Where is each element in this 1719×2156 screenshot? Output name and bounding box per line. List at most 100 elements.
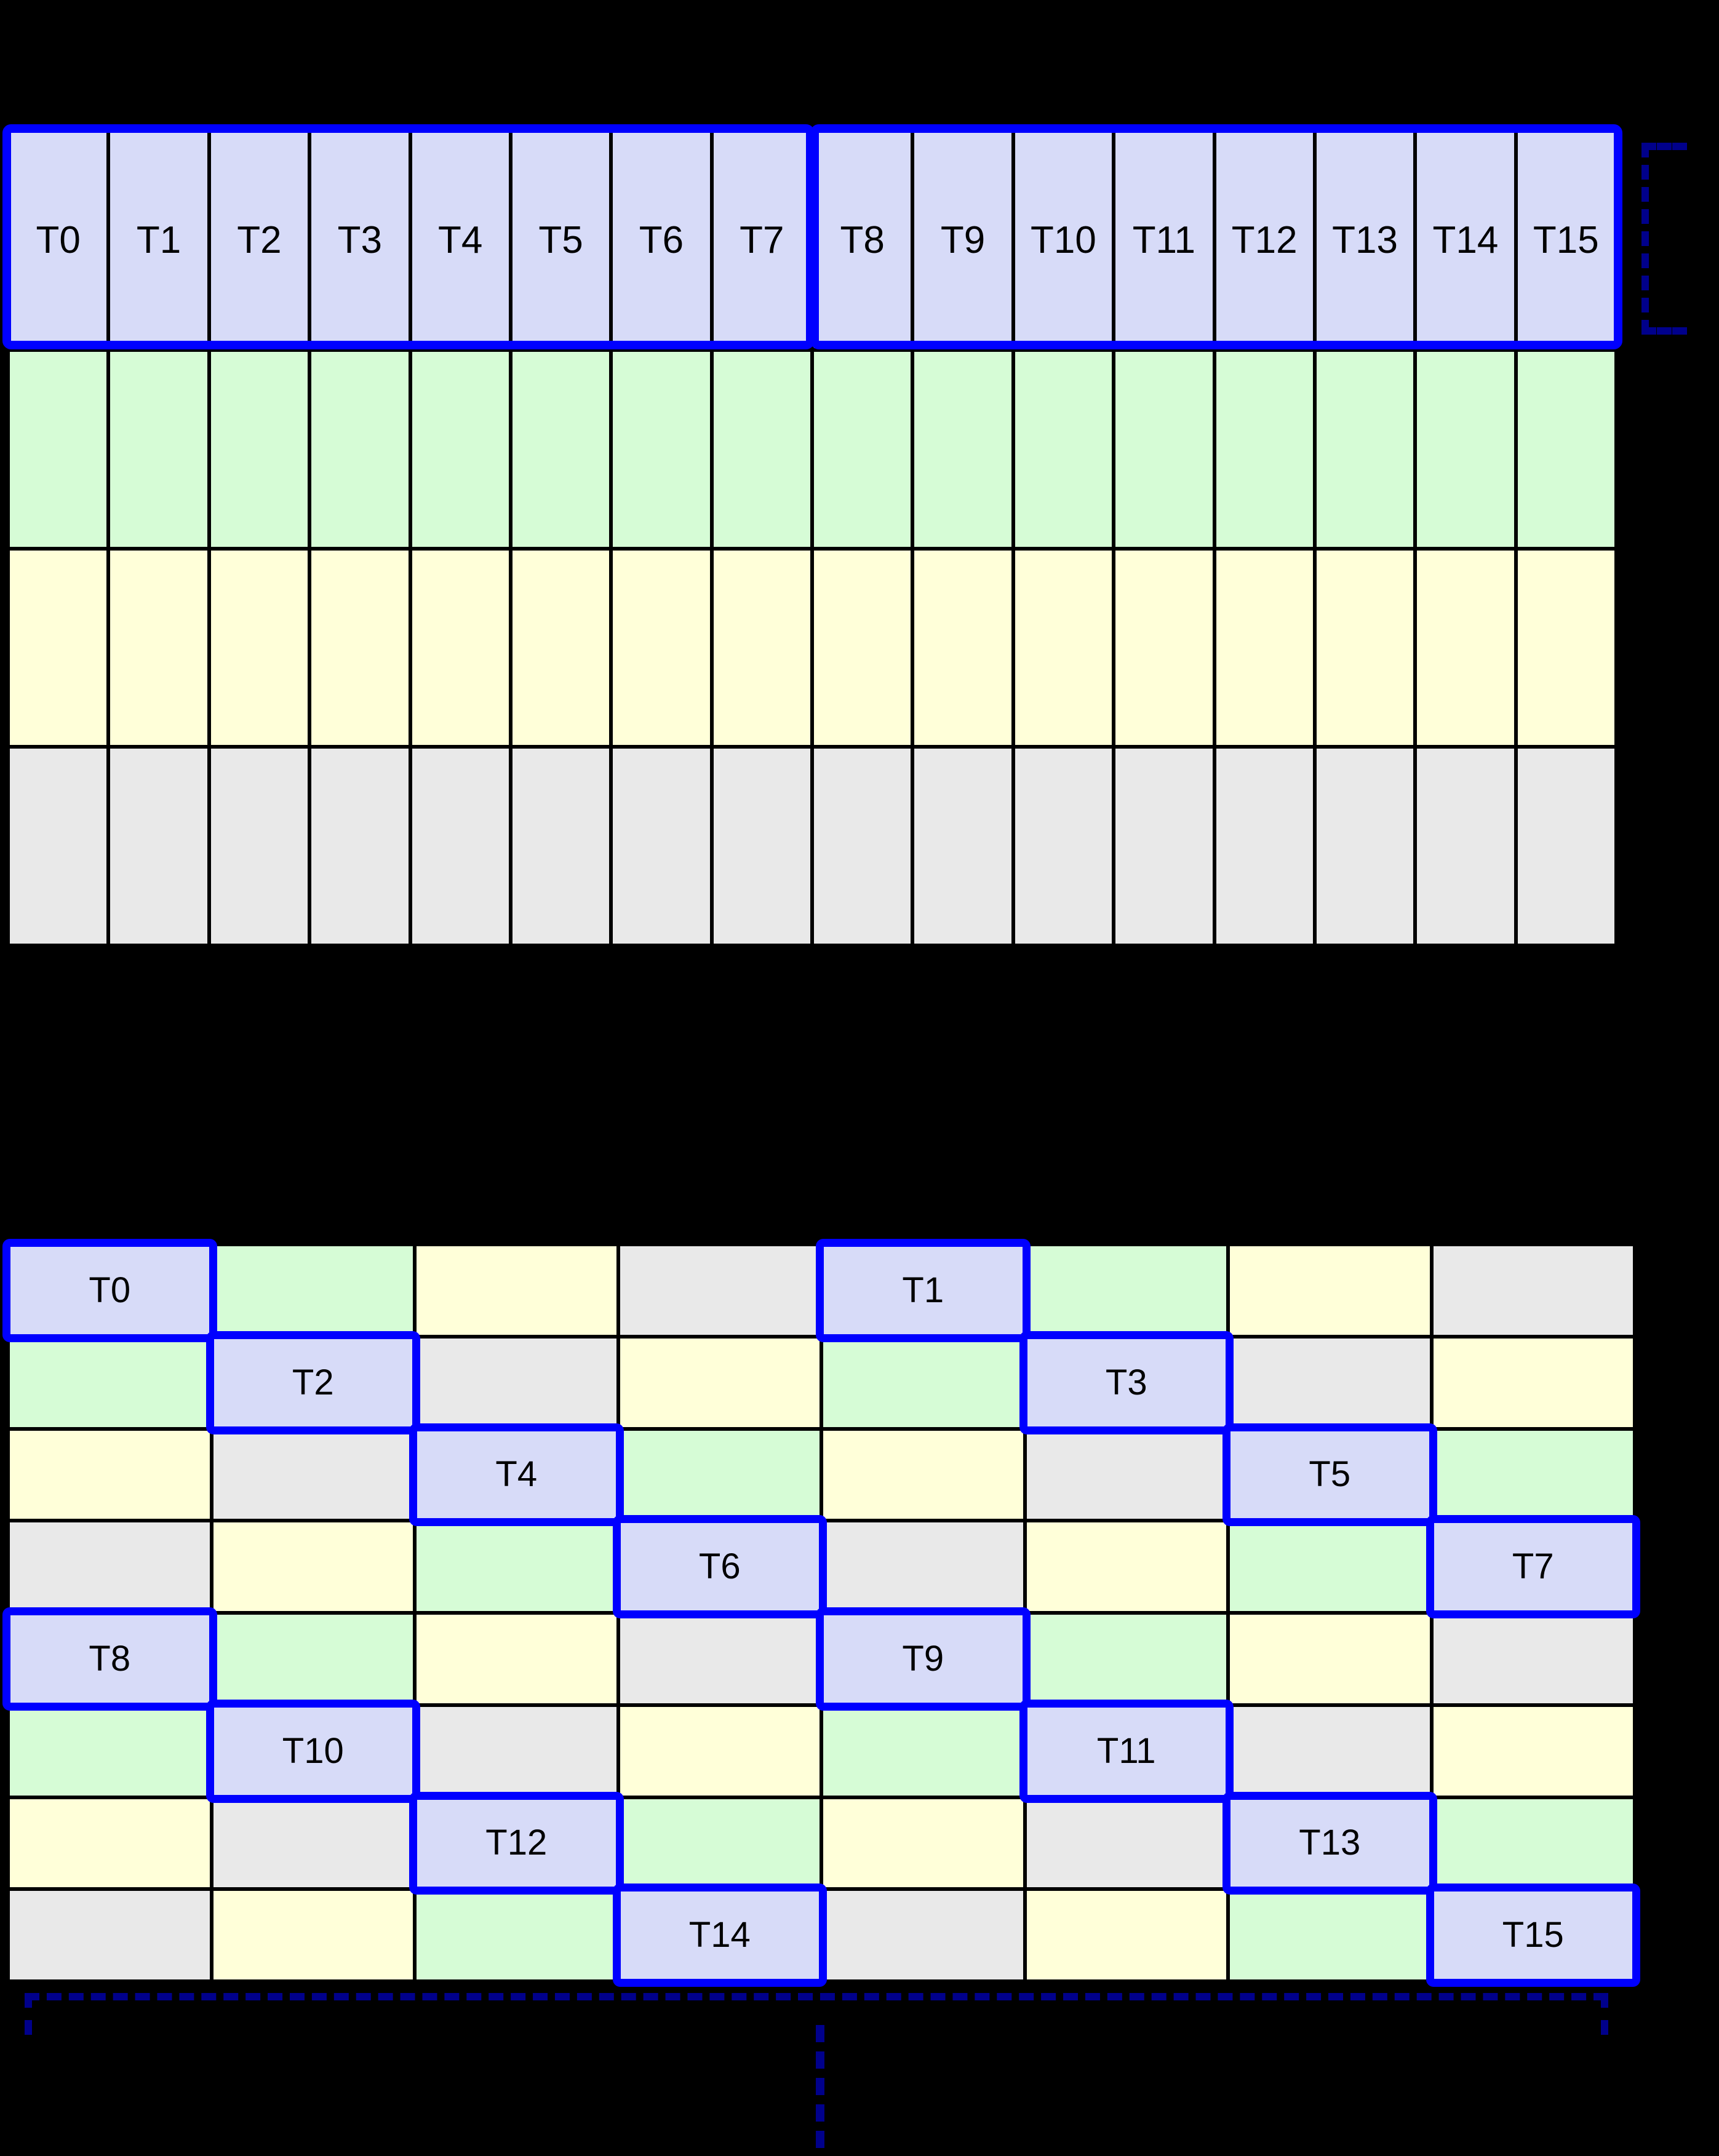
memory-cell-green [1216, 352, 1313, 547]
memory-cell-gray [613, 749, 710, 944]
highlight-cell-t14: T14 [612, 1884, 827, 1987]
thread-label: T6 [698, 1546, 741, 1587]
bank-cell-gray [10, 1891, 210, 1979]
memory-cell-yellow [110, 550, 207, 746]
bank-cell-gray [1433, 1246, 1633, 1335]
memory-cell-gray [1417, 749, 1514, 944]
memory-cell-yellow [412, 550, 509, 746]
memory-cell-yellow [1216, 550, 1313, 746]
thread-label: T5 [538, 219, 583, 261]
thread-cell-t8: T8 [814, 133, 911, 348]
thread-label: T0 [36, 219, 81, 261]
thread-label: T14 [1432, 219, 1499, 261]
thread-cell-t2: T2 [210, 133, 308, 348]
thread-label: T0 [89, 1270, 131, 1310]
memory-cell-yellow [1015, 550, 1112, 746]
memory-cell-gray [311, 749, 409, 944]
bank-cell-yellow [823, 1430, 1023, 1519]
thread-cell-t11: T11 [1115, 133, 1213, 348]
bank-cell-yellow [1230, 1246, 1430, 1335]
thread-label: T15 [1533, 219, 1599, 261]
bank-cell-gray [417, 1338, 616, 1427]
memory-cell-yellow [1316, 550, 1414, 746]
bank-cell-gray [1230, 1706, 1430, 1796]
memory-cell-gray [814, 749, 911, 944]
bank-cell-green [417, 1891, 616, 1979]
thread-label: T13 [1299, 1823, 1361, 1863]
memory-cell-yellow [914, 550, 1011, 746]
bank-cell-gray [620, 1246, 820, 1335]
bank-cell-green [620, 1430, 820, 1519]
thread-cell-t0: T0 [10, 133, 107, 348]
memory-cell-green [311, 352, 409, 547]
thread-label: T8 [840, 219, 885, 261]
bank-cell-yellow [417, 1615, 616, 1703]
highlight-cell-t7: T7 [1426, 1515, 1640, 1618]
bank-cell-gray [1026, 1799, 1226, 1888]
highlight-cell-t5: T5 [1222, 1423, 1437, 1527]
highlight-cell-t3: T3 [1019, 1331, 1234, 1434]
bank-cell-yellow [10, 1799, 210, 1888]
memory-cell-yellow [1417, 550, 1514, 746]
thread-cell-t12: T12 [1216, 133, 1313, 348]
thread-cell-t5: T5 [512, 133, 610, 348]
memory-cell-green [1115, 352, 1213, 547]
memory-cell-yellow [814, 550, 911, 746]
thread-label: T12 [1231, 219, 1298, 261]
highlight-cell-t1: T1 [816, 1239, 1031, 1342]
memory-cell-yellow [1115, 550, 1213, 746]
bank-cell-yellow [213, 1891, 413, 1979]
memory-cell-green [914, 352, 1011, 547]
continuation-dashes-icon [816, 2025, 824, 2148]
thread-label: T10 [282, 1730, 344, 1771]
grid-width-bracket-icon [25, 1993, 1608, 2035]
bank-cell-yellow [1433, 1706, 1633, 1796]
bank-cell-gray [1230, 1338, 1430, 1427]
memory-cell-yellow [512, 550, 610, 746]
thread-label: T15 [1502, 1915, 1564, 1955]
highlight-cell-t6: T6 [612, 1515, 827, 1618]
bank-cell-gray [823, 1522, 1023, 1611]
memory-cell-gray [412, 749, 509, 944]
bank-cell-green [417, 1522, 616, 1611]
highlight-cell-t15: T15 [1426, 1884, 1640, 1987]
bank-cell-yellow [620, 1338, 820, 1427]
memory-cell-gray [512, 749, 610, 944]
memory-cell-gray [1316, 749, 1414, 944]
memory-cell-gray [10, 749, 107, 944]
thread-label: T13 [1332, 219, 1398, 261]
memory-cell-green [1417, 352, 1514, 547]
bank-cell-gray [417, 1706, 616, 1796]
bank-cell-yellow [213, 1522, 413, 1611]
bank-cell-green [213, 1246, 413, 1335]
bank-cell-green [213, 1615, 413, 1703]
thread-label: T3 [1105, 1362, 1147, 1402]
thread-label: T3 [337, 219, 382, 261]
bank-cell-green [620, 1799, 820, 1888]
bank-cell-yellow [1026, 1522, 1226, 1611]
thread-cell-t9: T9 [914, 133, 1011, 348]
bank-cell-green [1230, 1522, 1430, 1611]
bank-cell-green [1026, 1246, 1226, 1335]
bank-cell-green [1433, 1799, 1633, 1888]
thread-label: T2 [292, 1362, 334, 1402]
memory-cell-gray [914, 749, 1011, 944]
thread-cell-t6: T6 [613, 133, 710, 348]
swizzled-access-grid: T0 T1 T2 T3 T4 T5 T6 T7 T8 T9 T10 T11 T12 T13 T14 T15 [2, 1239, 1640, 1987]
memory-cell-green [210, 352, 308, 547]
header-row-bracket-icon [1641, 143, 1687, 335]
thread-label: T10 [1031, 219, 1096, 261]
bank-cell-gray [620, 1615, 820, 1703]
memory-cell-green [1517, 352, 1614, 547]
memory-cell-yellow [210, 550, 308, 746]
bank-cell-green [1026, 1615, 1226, 1703]
memory-cell-gray [1115, 749, 1213, 944]
thread-label: T11 [1096, 1730, 1156, 1771]
memory-cell-green [412, 352, 509, 547]
thread-label: T1 [902, 1270, 944, 1310]
bank-cell-green [1230, 1891, 1430, 1979]
bank-cell-yellow [10, 1430, 210, 1519]
highlight-cell-t10: T10 [205, 1699, 420, 1803]
highlight-cell-t4: T4 [409, 1423, 624, 1527]
thread-label: T2 [237, 219, 282, 261]
